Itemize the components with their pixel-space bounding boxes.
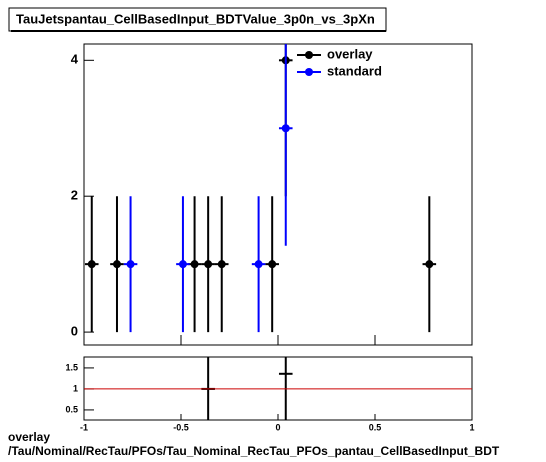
marker: [87, 260, 96, 269]
marker: [425, 260, 434, 269]
plot-frame: [83, 43, 473, 346]
plot-area: [84, 44, 437, 333]
footer-line: overlay: [8, 430, 50, 444]
y-tick-label: 0: [71, 324, 78, 339]
marker: [178, 260, 187, 269]
x-tick-label: 0.5: [369, 422, 382, 432]
marker: [217, 260, 226, 269]
marker: [112, 260, 121, 269]
legend-marker: [305, 51, 313, 59]
y-tick-label: 2: [71, 188, 78, 203]
legend-label: standard: [327, 63, 382, 78]
marker: [126, 260, 135, 269]
legend-label: overlay: [327, 46, 373, 61]
legend-marker: [305, 68, 313, 76]
chart-title: TauJetspantau_CellBasedInput_BDTValue_3p…: [16, 11, 375, 26]
x-tick-label: 1: [469, 422, 474, 432]
y-tick-label: 1: [73, 383, 78, 393]
x-tick-label: -1: [80, 422, 88, 432]
marker: [281, 124, 290, 133]
marker: [190, 260, 199, 269]
marker: [254, 260, 263, 269]
y-tick-label: 1.5: [65, 362, 78, 372]
marker: [204, 260, 213, 269]
y-tick-label: 0.5: [65, 404, 78, 414]
x-tick-label: -0.5: [173, 422, 189, 432]
marker: [268, 260, 277, 269]
x-tick-label: 0: [275, 422, 280, 432]
y-tick-label: 4: [71, 52, 79, 67]
footer-line: /Tau/Nominal/RecTau/PFOs/Tau_Nominal_Rec…: [8, 444, 500, 458]
